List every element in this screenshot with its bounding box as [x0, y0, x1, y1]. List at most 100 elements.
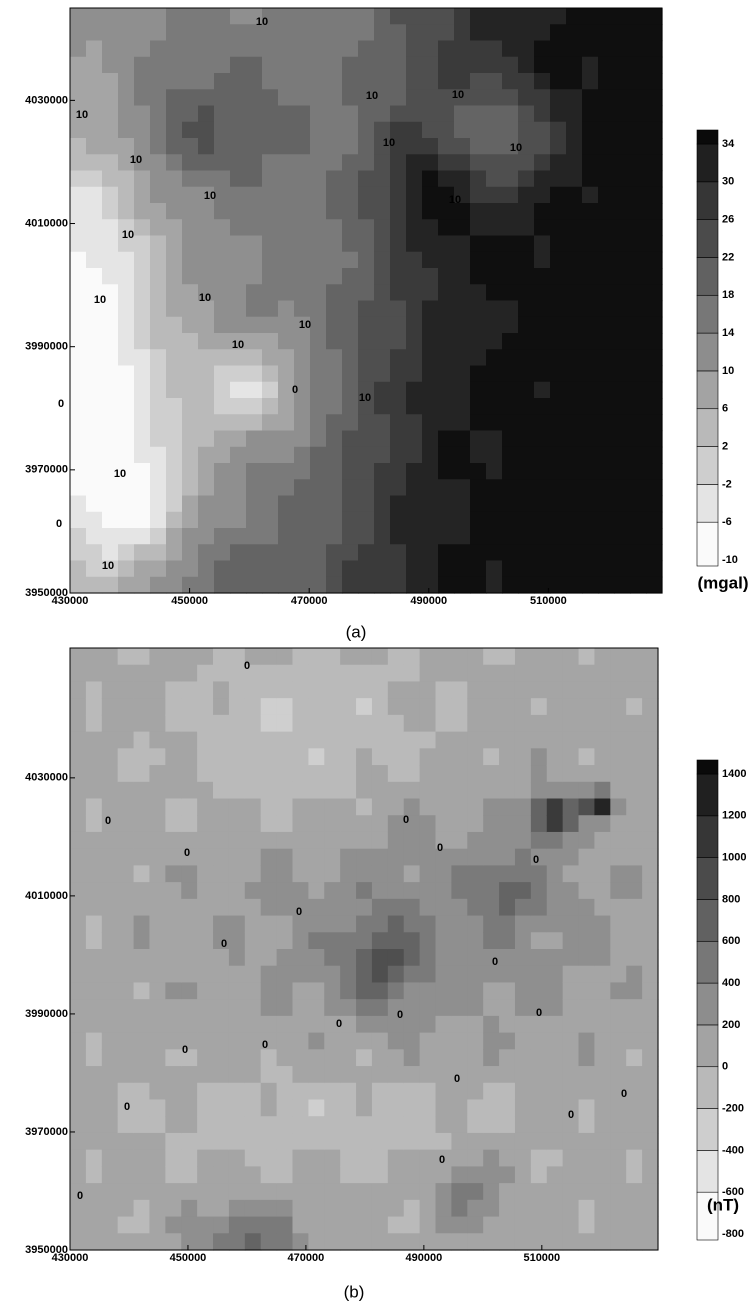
field-cell — [578, 1132, 596, 1151]
field-cell — [630, 89, 647, 107]
field-cell — [101, 698, 119, 716]
field-cell — [165, 1166, 182, 1184]
field-cell — [228, 949, 246, 967]
field-cell — [499, 714, 516, 733]
field-cell — [406, 365, 423, 383]
field-cell — [310, 495, 327, 513]
field-cell — [499, 1032, 516, 1050]
field-cell — [117, 898, 135, 917]
field-cell — [530, 1116, 548, 1134]
field-cell — [182, 56, 199, 74]
field-cell — [470, 251, 487, 269]
field-cell — [582, 121, 599, 139]
field-cell — [534, 8, 551, 25]
field-cell — [642, 648, 659, 666]
field-cell — [454, 300, 471, 318]
field-cell — [502, 398, 519, 415]
field-cell — [406, 73, 423, 90]
field-cell — [598, 284, 615, 302]
field-cell — [454, 381, 471, 399]
field-cell — [276, 1015, 294, 1034]
field-cell — [276, 815, 294, 833]
field-cell — [642, 714, 659, 733]
field-cell — [390, 528, 407, 545]
field-cell — [358, 316, 375, 334]
field-cell — [486, 268, 503, 285]
field-cell — [181, 748, 198, 766]
field-cell — [228, 999, 246, 1017]
field-cell — [566, 414, 583, 432]
field-cell — [198, 300, 215, 318]
field-cell — [149, 1166, 166, 1184]
field-cell — [276, 1116, 294, 1134]
field-cell — [244, 648, 262, 666]
field-cell — [181, 848, 198, 866]
field-cell — [610, 1116, 627, 1134]
field-cell — [85, 1082, 103, 1101]
field-cell — [646, 154, 663, 172]
field-cell — [228, 1216, 246, 1234]
field-cell — [626, 848, 643, 866]
field-cell — [403, 965, 421, 984]
field-cell — [582, 138, 599, 155]
colorbar-label: -600 — [722, 1186, 744, 1198]
field-cell — [582, 528, 599, 545]
field-cell — [550, 284, 567, 302]
field-cell — [150, 300, 167, 318]
field-cell — [390, 511, 407, 529]
field-cell — [310, 219, 327, 237]
field-cell — [530, 664, 548, 683]
field-cell — [197, 1066, 214, 1084]
field-cell — [70, 528, 87, 545]
field-cell — [630, 333, 647, 350]
field-cell — [166, 121, 183, 139]
field-cell — [166, 154, 183, 172]
field-cell — [182, 73, 199, 90]
field-cell — [403, 848, 421, 866]
field-cell — [356, 648, 373, 666]
field-cell — [198, 105, 215, 123]
field-cell — [150, 235, 167, 253]
field-cell — [150, 398, 167, 415]
field-cell — [630, 463, 647, 480]
field-cell — [356, 865, 373, 883]
field-cell — [197, 648, 214, 666]
field-cell — [246, 121, 263, 139]
field-cell — [324, 1183, 341, 1201]
field-cell — [356, 1216, 373, 1234]
field-cell — [502, 251, 519, 269]
contour-label: 0 — [56, 518, 62, 530]
field-cell — [387, 1216, 405, 1234]
field-cell — [213, 1183, 230, 1201]
field-cell — [470, 414, 487, 432]
field-cell — [70, 664, 87, 683]
field-cell — [181, 765, 198, 783]
field-cell — [483, 714, 500, 733]
field-cell — [578, 765, 596, 783]
field-cell — [371, 982, 389, 1000]
field-cell — [358, 528, 375, 545]
field-cell — [438, 349, 455, 367]
field-cell — [85, 882, 103, 900]
field-cell — [486, 170, 503, 188]
field-cell — [308, 1015, 325, 1034]
field-cell — [594, 898, 611, 917]
field-cell — [118, 511, 135, 529]
contour-label: 0 — [437, 842, 443, 854]
field-cell — [598, 463, 615, 480]
field-cell — [308, 748, 325, 766]
field-cell — [371, 1066, 389, 1084]
field-cell — [118, 8, 135, 25]
field-cell — [150, 495, 167, 513]
field-cell — [310, 365, 327, 383]
field-cell — [502, 235, 519, 253]
field-cell — [422, 105, 439, 123]
field-cell — [419, 698, 437, 716]
field-cell — [102, 576, 119, 594]
field-cell — [387, 648, 405, 666]
field-cell — [342, 105, 359, 123]
field-cell — [182, 121, 199, 139]
field-cell — [294, 300, 311, 318]
field-cell — [438, 170, 455, 188]
field-cell — [454, 138, 471, 155]
